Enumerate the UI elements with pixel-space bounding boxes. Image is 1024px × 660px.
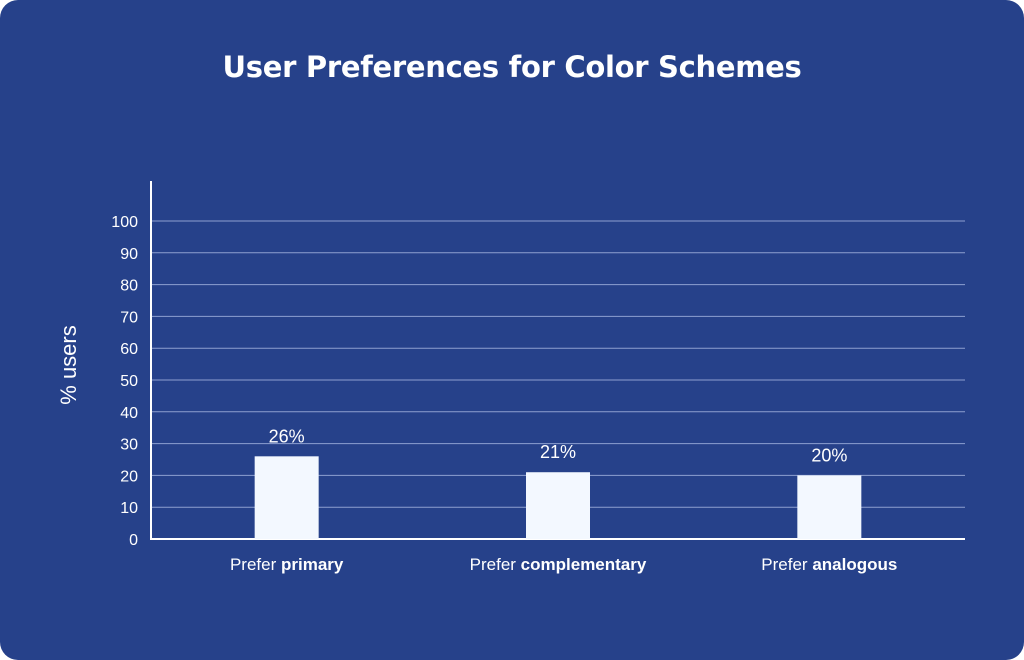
y-tick-label-100: 100 [111, 214, 138, 231]
y-tick-label-80: 80 [120, 278, 138, 295]
y-tick-label-10: 10 [120, 500, 138, 517]
y-tick-label-70: 70 [120, 309, 138, 326]
y-tick-label-30: 30 [120, 437, 138, 454]
chart-title: User Preferences for Color Schemes [222, 50, 802, 84]
y-tick-label-40: 40 [120, 405, 138, 422]
bar-complementary [526, 472, 590, 539]
data-label-analogous: 20% [811, 445, 847, 465]
bar-primary [254, 456, 319, 539]
y-axis-title: % users [56, 325, 81, 404]
category-label-analogous: Prefer analogous [761, 555, 897, 574]
category-label-complementary: Prefer complementary [470, 555, 647, 574]
bar-analogous [797, 475, 862, 539]
y-tick-label-90: 90 [120, 246, 138, 263]
data-label-complementary: 21% [540, 442, 576, 462]
y-tick-label-60: 60 [120, 341, 138, 358]
category-label-primary: Prefer primary [230, 555, 344, 574]
data-label-primary: 26% [269, 426, 305, 446]
y-tick-label-20: 20 [120, 468, 138, 485]
y-tick-label-0: 0 [129, 532, 138, 549]
y-tick-label-50: 50 [120, 373, 138, 390]
